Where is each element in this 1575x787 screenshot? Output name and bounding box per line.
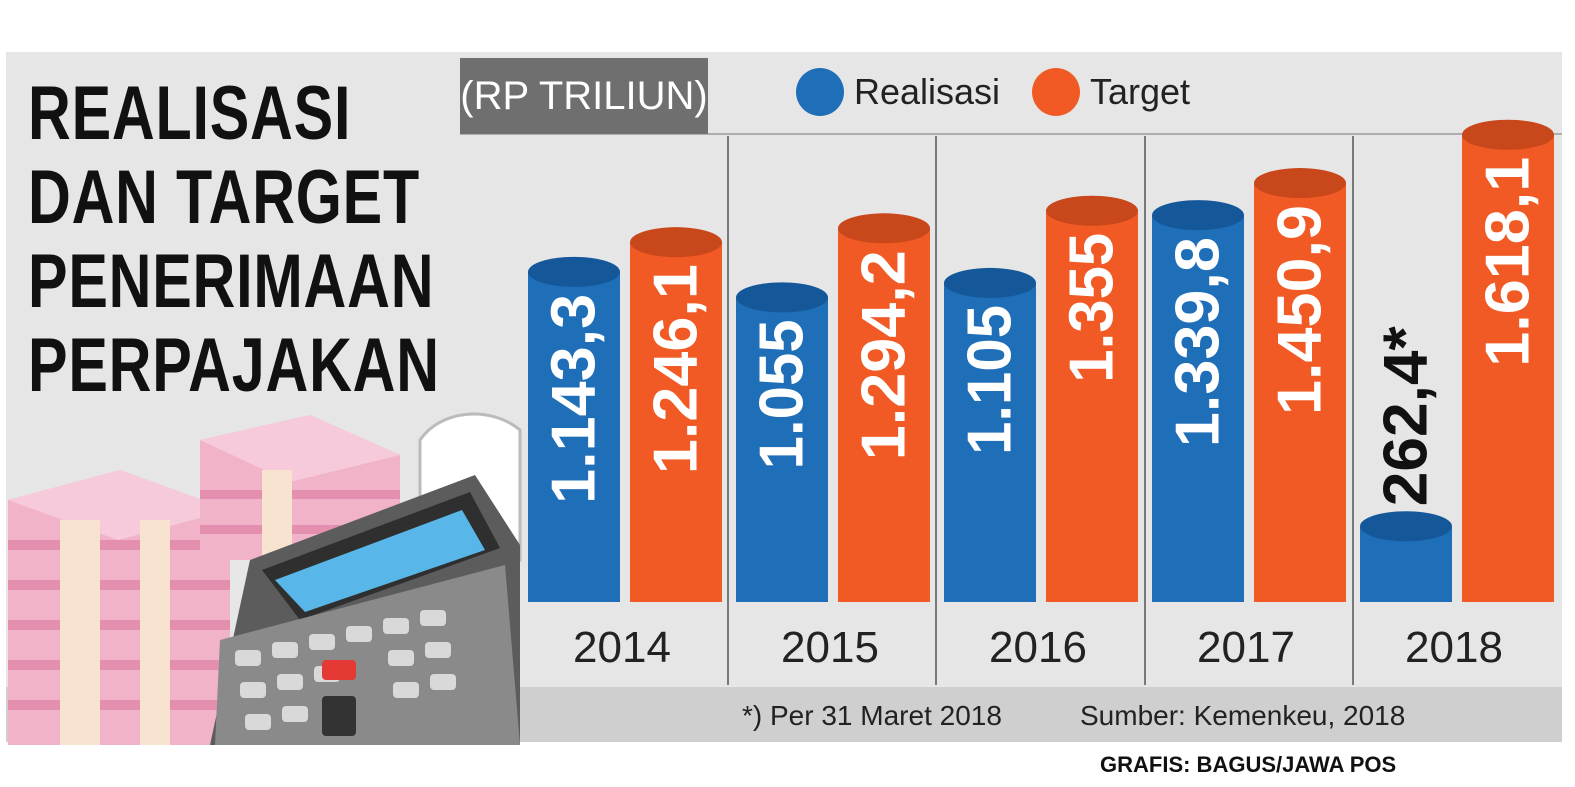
value-label-realisasi-2014: 1.143,3 — [540, 294, 609, 504]
bar-realisasi-2017 — [1152, 215, 1244, 602]
legend-item-target: Target — [1032, 66, 1190, 118]
title-line-4: PERPAJAKAN — [28, 323, 440, 408]
x-tick-label-2014: 2014 — [573, 623, 671, 672]
bar-target-2015 — [838, 228, 930, 602]
x-tick-label-2015: 2015 — [781, 623, 879, 672]
value-label-target-2018: 1.618,1 — [1474, 157, 1543, 367]
bar-cap-target-2014 — [630, 227, 722, 258]
legend-swatch-target — [1032, 68, 1080, 116]
value-label-realisasi-2015: 1.055 — [748, 319, 817, 469]
bar-cap-realisasi-2015 — [736, 282, 828, 313]
bar-target-2017 — [1254, 183, 1346, 603]
bar-cap-realisasi-2014 — [528, 256, 620, 287]
title-line-3: PENERIMAAN — [28, 239, 435, 324]
value-label-realisasi-2017: 1.339,8 — [1164, 237, 1233, 447]
bar-target-2014 — [630, 242, 722, 602]
graphic-credit: GRAFIS: BAGUS/JAWA POS — [1100, 752, 1397, 777]
x-tick-label-2018: 2018 — [1405, 623, 1503, 672]
bar-cap-target-2016 — [1046, 195, 1138, 226]
legend-label-realisasi: Realisasi — [854, 71, 1001, 112]
title-line-1: REALISASI — [28, 71, 352, 156]
footnote: *) Per 31 Maret 2018 — [742, 700, 1002, 731]
bar-cap-target-2018 — [1462, 119, 1554, 150]
bar-cap-target-2015 — [838, 213, 930, 244]
value-label-target-2014: 1.246,1 — [642, 264, 711, 474]
value-label-target-2016: 1.355 — [1058, 233, 1127, 383]
legend-swatch-realisasi — [796, 68, 844, 116]
bar-target-2016 — [1046, 210, 1138, 603]
value-label-realisasi-2018: 262,4* — [1372, 325, 1441, 506]
chart-title: REALISASI DAN TARGET PENERIMAAN PERPAJAK… — [28, 72, 440, 408]
bar-realisasi-2016 — [944, 282, 1036, 602]
title-line-2: DAN TARGET — [28, 155, 420, 240]
bar-cap-realisasi-2018 — [1360, 511, 1452, 542]
bar-target-2018 — [1462, 134, 1554, 602]
money-stack-icon — [8, 415, 400, 745]
bar-cap-realisasi-2016 — [944, 267, 1036, 298]
value-label-target-2017: 1.450,9 — [1266, 205, 1335, 415]
value-label-target-2015: 1.294,2 — [850, 250, 919, 460]
source-text: Sumber: Kemenkeu, 2018 — [1080, 700, 1406, 731]
unit-label: (RP TRILIUN) — [460, 58, 708, 134]
calculator-icon — [210, 412, 522, 745]
money-calculator-illustration — [8, 412, 522, 745]
bar-cap-realisasi-2017 — [1152, 200, 1244, 231]
x-tick-label-2016: 2016 — [989, 623, 1087, 672]
legend-label-target: Target — [1090, 71, 1191, 112]
legend-item-realisasi: Realisasi — [796, 66, 1000, 118]
bar-realisasi-2015 — [736, 297, 828, 602]
bar-cap-target-2017 — [1254, 168, 1346, 199]
bar-realisasi-2014 — [528, 271, 620, 602]
x-tick-label-2017: 2017 — [1197, 623, 1295, 672]
value-label-realisasi-2016: 1.105 — [956, 305, 1025, 455]
